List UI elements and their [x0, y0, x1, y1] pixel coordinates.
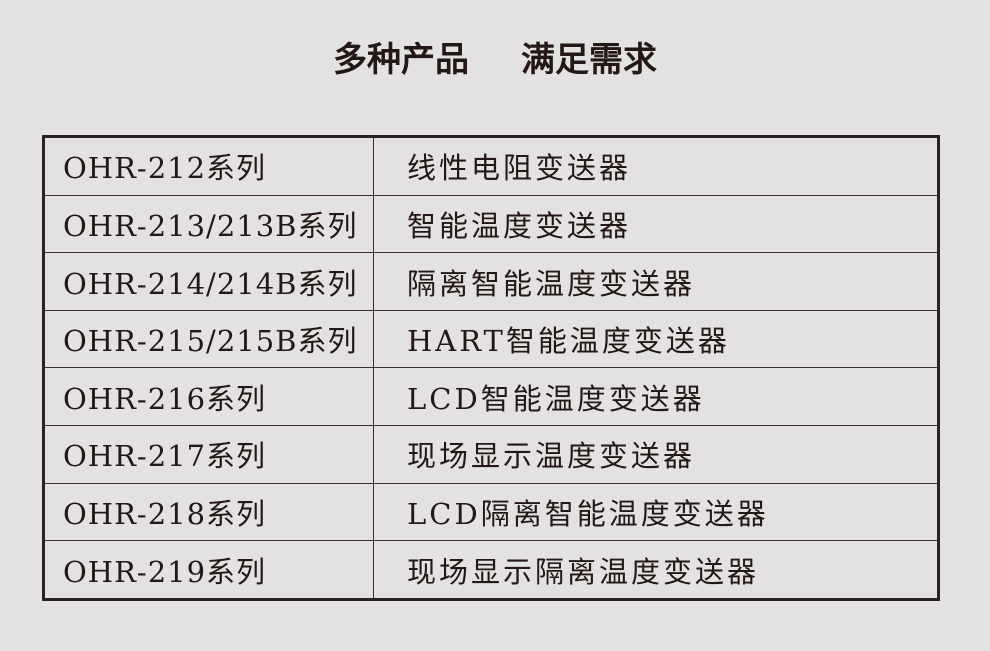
series-cell: OHR-215/215B系列: [43, 309, 374, 369]
title-right: 满足需求: [521, 40, 657, 80]
page-title: 多种产品 满足需求: [0, 32, 990, 81]
table-row: OHR-215/215B系列 HART智能温度变送器: [43, 309, 939, 369]
table-row: OHR-217系列 现场显示温度变送器: [43, 425, 939, 484]
product-cell: 现场显示温度变送器: [373, 425, 939, 484]
product-table: OHR-212系列 线性电阻变送器 OHR-213/213B系列 智能温度变送器 OHR…: [42, 135, 940, 601]
table-row: OHR-212系列 线性电阻变送器: [43, 136, 939, 196]
product-cell: LCD智能温度变送器: [373, 367, 939, 427]
title-left: 多种产品: [333, 40, 469, 80]
product-cell: 线性电阻变送器: [373, 136, 939, 196]
table-row: OHR-219系列 现场显示隔离温度变送器: [43, 540, 939, 600]
series-cell: OHR-212系列: [43, 136, 374, 196]
product-cell: HART智能温度变送器: [373, 309, 939, 369]
series-cell: OHR-217系列: [43, 425, 374, 484]
series-cell: OHR-218系列: [43, 482, 374, 542]
table-row: OHR-216系列 LCD智能温度变送器: [43, 367, 939, 427]
series-cell: OHR-214/214B系列: [43, 252, 374, 311]
series-cell: OHR-216系列: [43, 367, 374, 427]
product-cell: 隔离智能温度变送器: [373, 252, 939, 311]
table-row: OHR-213/213B系列 智能温度变送器: [43, 194, 939, 254]
table-row: OHR-218系列 LCD隔离智能温度变送器: [43, 482, 939, 542]
product-cell: 智能温度变送器: [373, 194, 939, 254]
series-cell: OHR-219系列: [43, 540, 374, 600]
series-cell: OHR-213/213B系列: [43, 194, 374, 254]
product-cell: LCD隔离智能温度变送器: [373, 482, 939, 542]
table-row: OHR-214/214B系列 隔离智能温度变送器: [43, 252, 939, 311]
product-cell: 现场显示隔离温度变送器: [373, 540, 939, 600]
